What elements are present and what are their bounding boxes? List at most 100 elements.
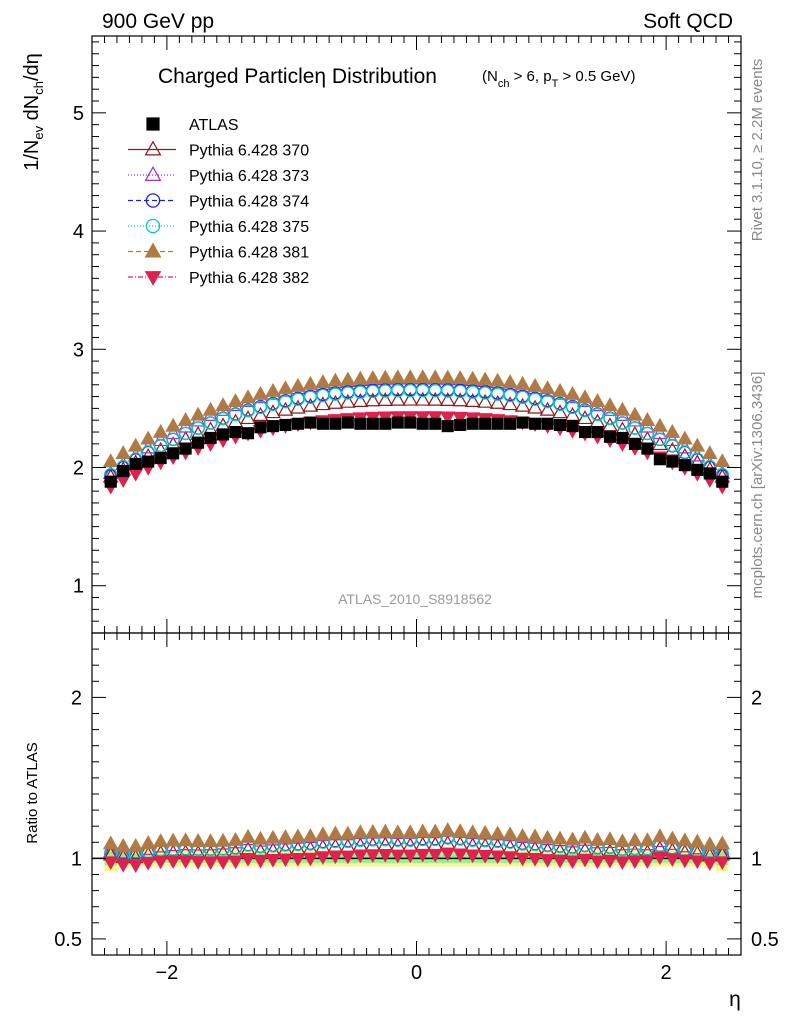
point-main-p375 xyxy=(328,387,343,401)
point-main-atlas xyxy=(329,417,342,430)
point-ratio-p373 xyxy=(701,843,718,858)
point-main-p374 xyxy=(316,387,330,402)
point-ratio-p381 xyxy=(427,823,444,838)
point-main-p375 xyxy=(653,432,667,446)
point-main-p381 xyxy=(302,375,319,390)
x-tick-label: 0 xyxy=(411,962,422,984)
point-main-atlas xyxy=(628,437,641,450)
point-main-p375 xyxy=(465,385,480,399)
point-ratio-p382 xyxy=(315,851,331,865)
point-main-p370 xyxy=(302,397,319,412)
legend-marker-p382 xyxy=(144,271,162,286)
point-main-atlas xyxy=(279,418,292,431)
point-main-atlas xyxy=(641,442,654,455)
point-main-p370 xyxy=(502,396,518,411)
point-ratio-p382 xyxy=(152,855,169,870)
legend-label-p373: Pythia 6.428 373 xyxy=(189,168,309,185)
point-main-p381 xyxy=(527,377,543,392)
point-ratio-p382 xyxy=(377,849,393,863)
point-main-p381 xyxy=(602,397,618,412)
point-ratio-p381 xyxy=(115,837,132,852)
point-main-atlas xyxy=(504,417,517,430)
point-main-p381 xyxy=(340,371,356,386)
point-ratio-p381 xyxy=(602,831,618,846)
point-main-p382 xyxy=(440,411,456,426)
point-main-p375 xyxy=(216,411,230,426)
point-main-p370 xyxy=(577,410,593,425)
point-main-p375 xyxy=(303,390,318,404)
point-main-p382 xyxy=(128,468,144,482)
y-tick-label-ratio: 2 xyxy=(71,687,82,709)
point-main-p375 xyxy=(241,404,255,418)
y-tick-label-main: 2 xyxy=(73,457,84,479)
point-ratio-p381 xyxy=(489,825,506,840)
point-main-atlas xyxy=(491,417,504,430)
mcplots-label: mcplots.cern.ch [arXiv:1306.3436] xyxy=(749,372,766,599)
point-main-p381 xyxy=(701,445,718,460)
point-ratio-p382 xyxy=(277,853,294,868)
point-ratio-p381 xyxy=(464,824,481,839)
point-main-p374 xyxy=(503,387,517,402)
category-label: Soft QCD xyxy=(643,10,733,33)
series-main-p375 xyxy=(104,383,729,482)
point-main-p381 xyxy=(265,382,281,397)
point-ratio-p382 xyxy=(165,855,181,869)
point-ratio-p381 xyxy=(439,822,456,837)
point-main-p381 xyxy=(352,370,369,385)
point-ratio-p382 xyxy=(564,855,581,870)
legend-entry-atlas: ATLAS xyxy=(146,117,239,134)
point-main-atlas xyxy=(666,455,679,468)
point-ratio-p382 xyxy=(677,854,693,869)
point-main-p381 xyxy=(714,453,731,468)
point-main-p375 xyxy=(640,426,655,441)
point-ratio-p373 xyxy=(689,840,706,855)
point-main-p370 xyxy=(252,407,269,421)
point-main-p375 xyxy=(503,388,517,403)
point-ratio-p381 xyxy=(377,823,394,838)
point-main-p375 xyxy=(366,384,380,399)
point-main-p370 xyxy=(402,391,419,406)
point-ratio-p381 xyxy=(315,826,331,841)
point-main-p381 xyxy=(564,385,581,400)
point-main-p373 xyxy=(652,425,668,440)
point-ratio-p381 xyxy=(652,828,668,843)
point-ratio-p382 xyxy=(702,857,718,872)
legend-marker-atlas xyxy=(146,117,160,131)
point-ratio-p382 xyxy=(340,850,356,865)
point-main-atlas xyxy=(516,416,529,429)
point-main-atlas xyxy=(578,425,592,439)
point-ratio-p382 xyxy=(427,848,443,863)
point-main-p373 xyxy=(165,425,181,440)
point-main-p370 xyxy=(552,404,568,419)
point-main-atlas xyxy=(653,453,666,466)
point-main-atlas xyxy=(566,420,579,433)
point-main-p370 xyxy=(464,393,481,407)
point-main-p381 xyxy=(477,371,493,386)
point-main-p381 xyxy=(389,369,406,384)
point-ratio-p381 xyxy=(364,823,381,838)
point-main-p375 xyxy=(291,392,305,406)
point-main-p370 xyxy=(602,417,618,432)
point-main-atlas xyxy=(529,417,542,430)
point-ratio-p382 xyxy=(265,854,281,868)
point-ratio-p382 xyxy=(103,856,119,870)
point-main-p370 xyxy=(277,401,294,416)
point-main-p370 xyxy=(664,441,681,456)
point-main-p381 xyxy=(377,369,394,384)
series-main-p381 xyxy=(102,369,731,468)
series-ratio-p382 xyxy=(103,847,730,873)
legend-entry-p382: Pythia 6.428 382 xyxy=(128,270,309,287)
point-main-p381 xyxy=(165,417,181,432)
series-ratio-p381 xyxy=(102,822,731,852)
y-tick-label-ratio: 1 xyxy=(71,848,82,870)
point-ratio-p382 xyxy=(402,849,418,864)
point-main-atlas xyxy=(129,457,142,470)
point-ratio-p381 xyxy=(389,824,406,839)
series-main-p374 xyxy=(104,382,729,483)
point-main-p381 xyxy=(227,393,244,408)
point-ratio-p382 xyxy=(602,854,618,869)
point-ratio-p381 xyxy=(140,835,157,849)
point-ratio-p381 xyxy=(190,833,206,847)
point-main-p370 xyxy=(639,430,656,445)
